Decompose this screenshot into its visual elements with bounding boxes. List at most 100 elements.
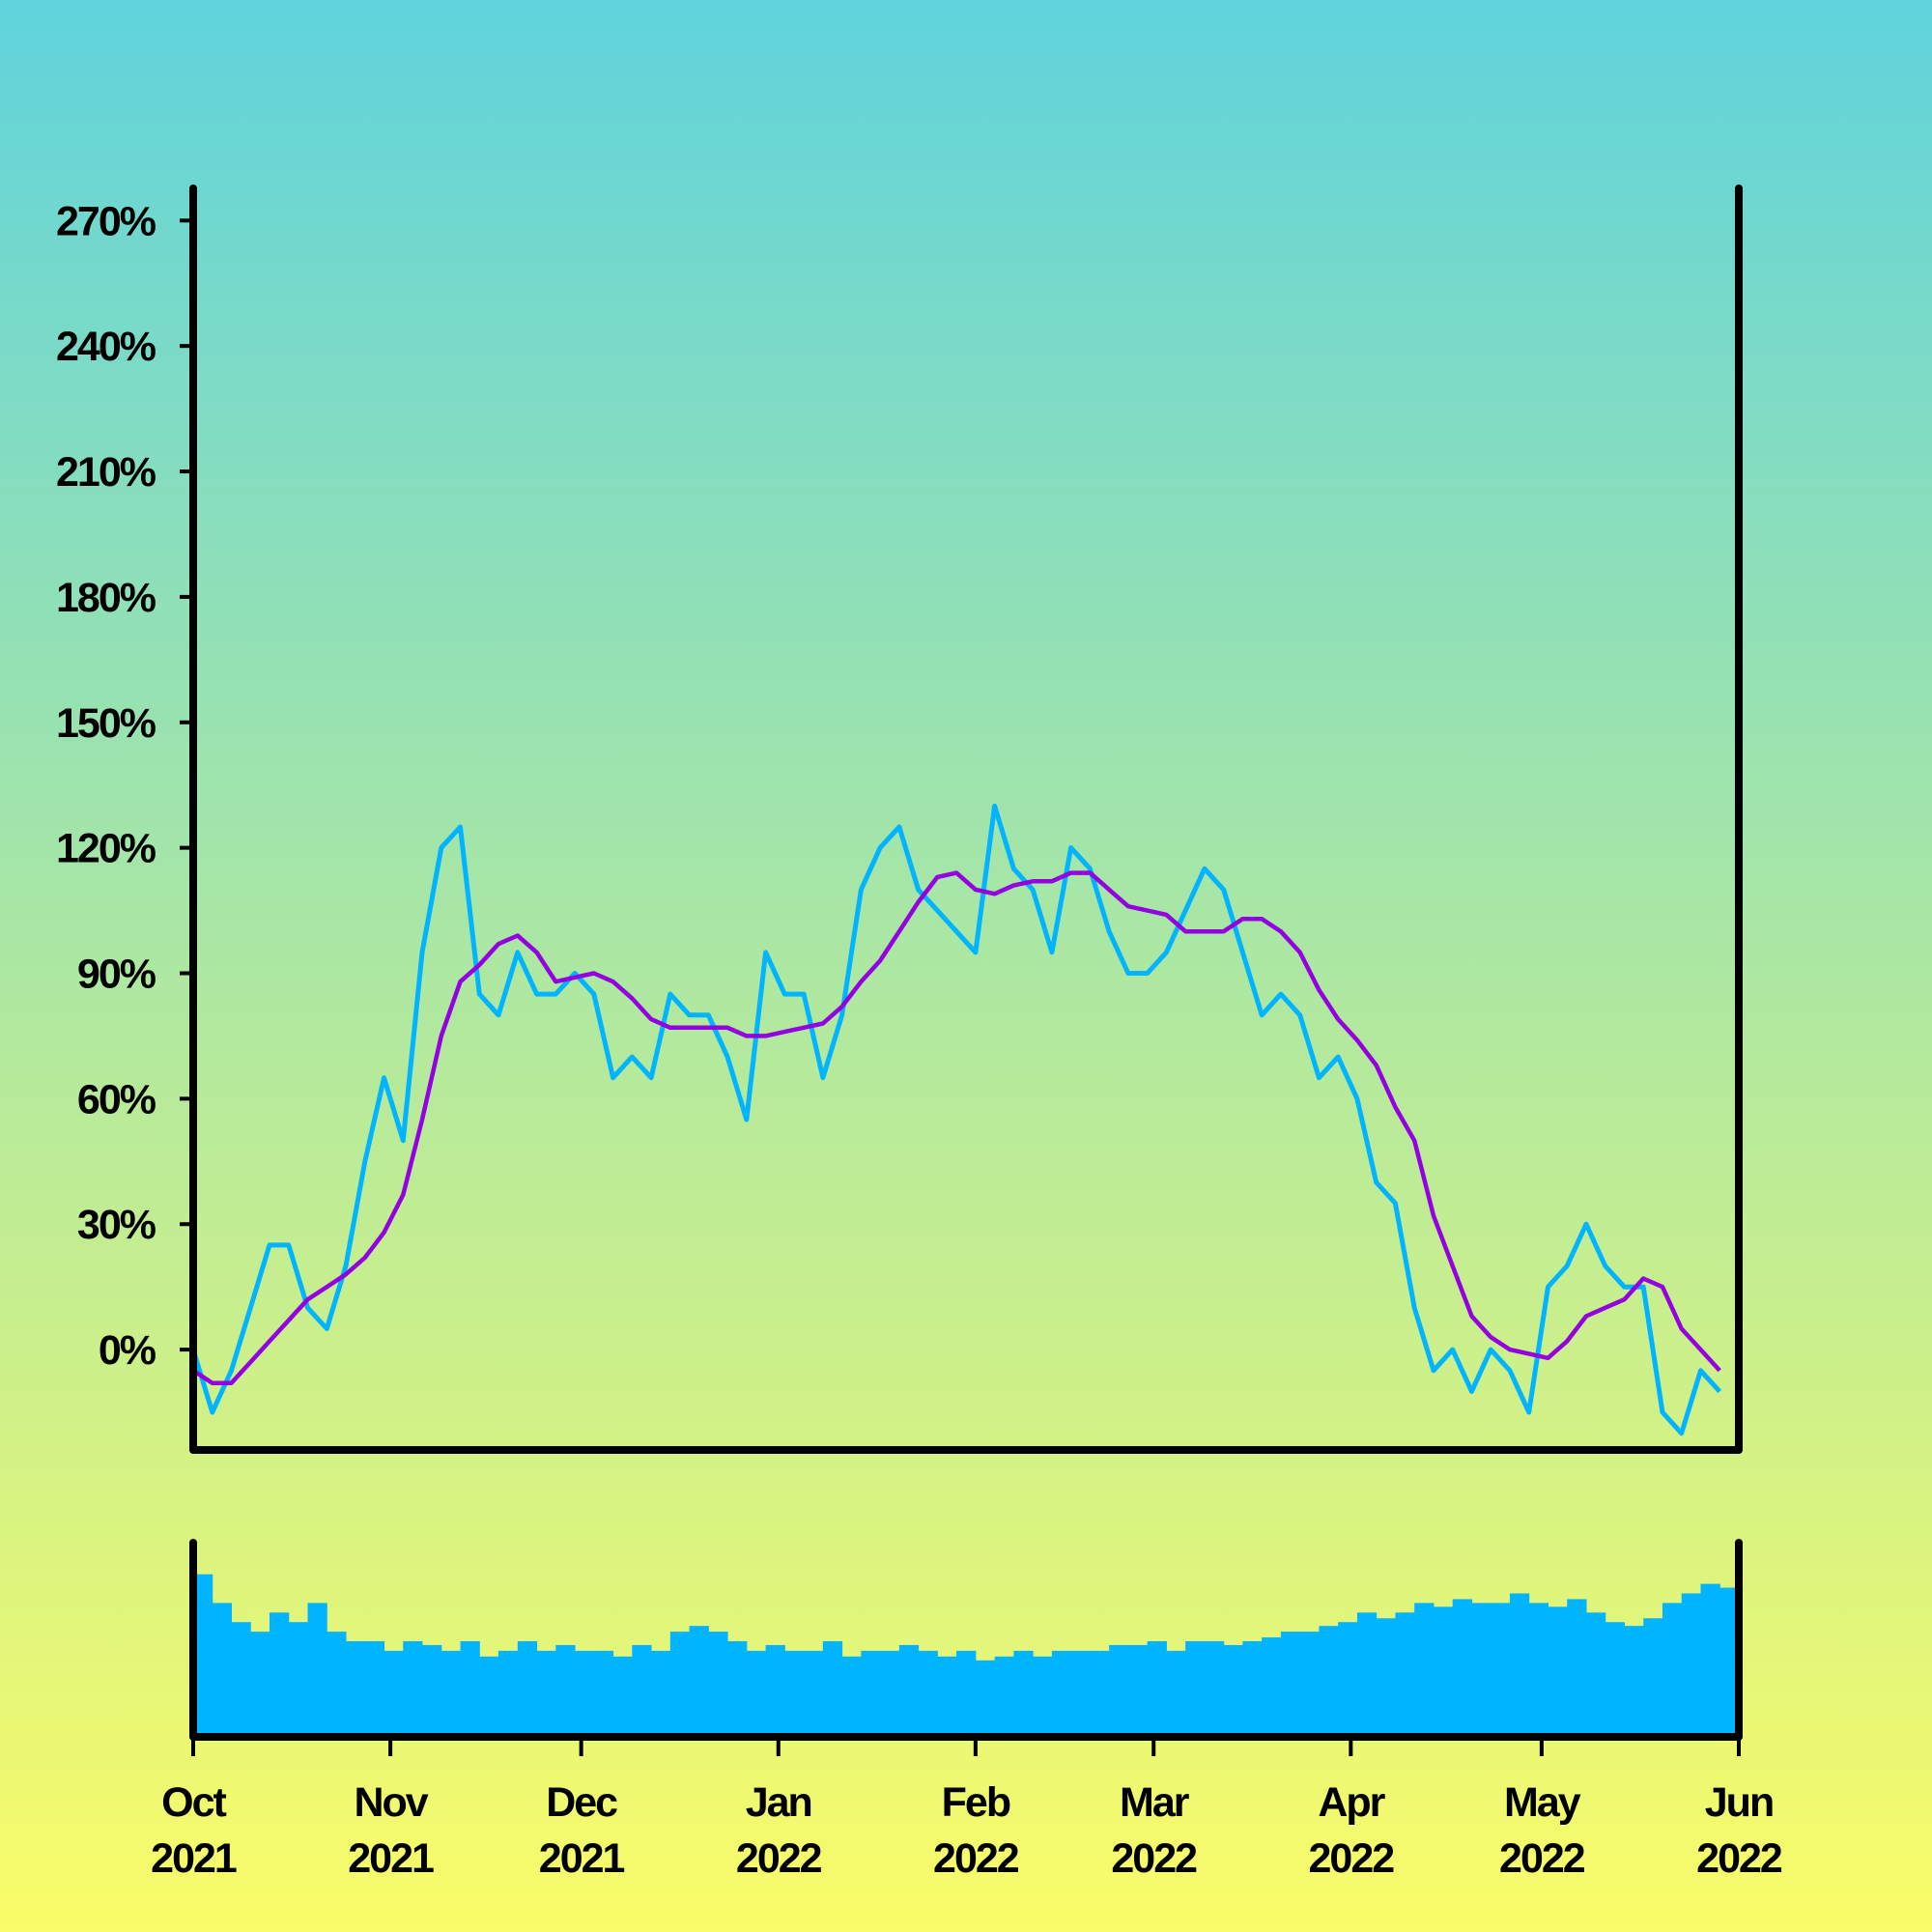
line-series bbox=[190, 803, 1722, 1436]
y-tick-label: 0% bbox=[99, 1327, 156, 1374]
volume-bar bbox=[422, 1644, 442, 1737]
volume-bar bbox=[517, 1641, 538, 1737]
x-tick-label: Nov 2021 bbox=[348, 1779, 434, 1882]
volume-bar bbox=[1528, 1603, 1548, 1737]
x-tick-label: Mar 2022 bbox=[1111, 1779, 1197, 1882]
volume-bar bbox=[1013, 1650, 1034, 1737]
volume-bar bbox=[1033, 1656, 1053, 1737]
volume-bar bbox=[1223, 1644, 1243, 1737]
volume-bar bbox=[1319, 1626, 1339, 1737]
x-tick-label: Jan 2022 bbox=[736, 1779, 822, 1882]
volume-bar bbox=[1414, 1603, 1435, 1737]
x-tick-label: Feb 2022 bbox=[933, 1779, 1019, 1882]
volume-bar bbox=[1491, 1603, 1511, 1737]
volume-bar bbox=[460, 1641, 480, 1737]
x-tick-label: Jun 2022 bbox=[1696, 1779, 1782, 1882]
volume-bar bbox=[1624, 1626, 1644, 1737]
volume-bar bbox=[708, 1632, 728, 1737]
volume-bar bbox=[270, 1612, 290, 1737]
volume-bar bbox=[994, 1656, 1014, 1737]
x-tick-label: May 2022 bbox=[1499, 1779, 1585, 1882]
volume-bar bbox=[1452, 1599, 1472, 1737]
volume-bar bbox=[193, 1574, 213, 1737]
volume-bar bbox=[1605, 1622, 1625, 1737]
volume-bar bbox=[1127, 1644, 1149, 1737]
volume-bar bbox=[1548, 1606, 1568, 1737]
volume-bar bbox=[765, 1644, 785, 1737]
volume-bar bbox=[632, 1644, 652, 1737]
volume-bar bbox=[1051, 1650, 1072, 1737]
volume-bar bbox=[1166, 1650, 1186, 1737]
y-tick-label: 60% bbox=[77, 1076, 156, 1122]
volume-bar bbox=[1185, 1641, 1206, 1737]
volume-bar bbox=[479, 1656, 499, 1737]
volume-bar bbox=[1700, 1583, 1720, 1737]
volume-bar bbox=[327, 1632, 347, 1737]
volume-bar bbox=[1262, 1637, 1282, 1737]
volume-bar bbox=[1585, 1612, 1606, 1737]
volume-bar bbox=[1280, 1632, 1301, 1737]
volume-bar bbox=[689, 1626, 709, 1737]
volume-bar bbox=[364, 1641, 385, 1737]
volume-bar bbox=[1338, 1622, 1358, 1737]
volume-bar bbox=[822, 1641, 843, 1737]
volume-bar bbox=[1681, 1593, 1701, 1737]
volume-bar bbox=[612, 1656, 633, 1737]
volume-bar bbox=[841, 1656, 862, 1737]
x-tick-label: Dec 2021 bbox=[539, 1779, 625, 1882]
volume-bar bbox=[231, 1622, 251, 1737]
volume-bar bbox=[746, 1650, 767, 1737]
volume-bar bbox=[956, 1650, 977, 1737]
volume-bar bbox=[727, 1641, 748, 1737]
y-tick-label: 90% bbox=[77, 952, 156, 998]
volume-bar bbox=[1204, 1641, 1225, 1737]
volume-bar bbox=[784, 1650, 805, 1737]
volume-bar bbox=[669, 1632, 691, 1737]
y-tick-label: 180% bbox=[56, 575, 156, 621]
volume-bar bbox=[1643, 1618, 1663, 1737]
volume-bar bbox=[384, 1650, 404, 1737]
volume-bar bbox=[575, 1650, 595, 1737]
volume-bar bbox=[403, 1641, 423, 1737]
volume-bar bbox=[937, 1656, 957, 1737]
volume-bar bbox=[555, 1644, 576, 1737]
volume-bar bbox=[918, 1650, 938, 1737]
volume-bar bbox=[1471, 1603, 1492, 1737]
volume-bar bbox=[651, 1650, 671, 1737]
y-tick-label: 150% bbox=[56, 700, 156, 747]
volume-bar bbox=[861, 1650, 881, 1737]
volume-bar bbox=[307, 1603, 327, 1737]
volume-bar bbox=[1356, 1612, 1378, 1737]
y-tick-label: 270% bbox=[56, 198, 156, 244]
volume-bar bbox=[1242, 1641, 1263, 1737]
volume-bar bbox=[1090, 1650, 1110, 1737]
volume-bar bbox=[250, 1632, 270, 1737]
line-series bbox=[191, 870, 1721, 1385]
x-tick-label: Oct 2021 bbox=[151, 1779, 237, 1882]
volume-bar bbox=[1509, 1593, 1530, 1737]
volume-bar bbox=[1376, 1618, 1396, 1737]
volume-bar bbox=[975, 1660, 996, 1737]
frame bbox=[189, 1539, 1743, 1741]
volume-bar bbox=[536, 1650, 556, 1737]
volume-bar bbox=[593, 1650, 614, 1737]
volume-bar bbox=[1070, 1650, 1091, 1737]
y-tick-label: 30% bbox=[77, 1202, 156, 1248]
volume-bar bbox=[440, 1650, 462, 1737]
volume-bar bbox=[288, 1622, 309, 1737]
volume-bar bbox=[1567, 1599, 1587, 1737]
volume-bar bbox=[346, 1641, 366, 1737]
volume-bar bbox=[804, 1650, 824, 1737]
volume-bar bbox=[1662, 1603, 1683, 1737]
volume-bar bbox=[1299, 1632, 1320, 1737]
y-tick-label: 240% bbox=[56, 324, 156, 370]
volume-bar bbox=[1719, 1587, 1740, 1737]
y-tick-label: 120% bbox=[56, 826, 156, 872]
frame bbox=[189, 185, 1743, 1454]
x-tick-label: Apr 2022 bbox=[1309, 1779, 1395, 1882]
volume-bar bbox=[1109, 1644, 1129, 1737]
volume-bar bbox=[1395, 1612, 1415, 1737]
volume-bar bbox=[1433, 1606, 1454, 1737]
volume-bar bbox=[1147, 1641, 1167, 1737]
